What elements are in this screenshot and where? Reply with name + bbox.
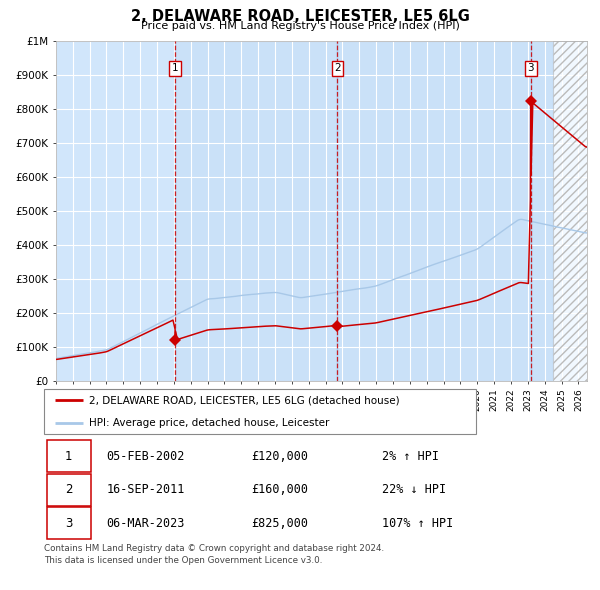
Text: 1: 1 xyxy=(172,64,179,73)
FancyBboxPatch shape xyxy=(47,474,91,506)
Text: HPI: Average price, detached house, Leicester: HPI: Average price, detached house, Leic… xyxy=(89,418,329,428)
Text: 3: 3 xyxy=(527,64,534,73)
Text: 2, DELAWARE ROAD, LEICESTER, LE5 6LG (detached house): 2, DELAWARE ROAD, LEICESTER, LE5 6LG (de… xyxy=(89,395,400,405)
Text: 2% ↑ HPI: 2% ↑ HPI xyxy=(382,450,439,463)
FancyBboxPatch shape xyxy=(47,507,91,539)
Text: 06-MAR-2023: 06-MAR-2023 xyxy=(107,517,185,530)
Text: 107% ↑ HPI: 107% ↑ HPI xyxy=(382,517,454,530)
Text: £120,000: £120,000 xyxy=(251,450,308,463)
Text: 2: 2 xyxy=(334,64,341,73)
FancyBboxPatch shape xyxy=(47,440,91,473)
Text: Contains HM Land Registry data © Crown copyright and database right 2024.
This d: Contains HM Land Registry data © Crown c… xyxy=(44,544,384,565)
FancyBboxPatch shape xyxy=(44,389,476,434)
Text: 2, DELAWARE ROAD, LEICESTER, LE5 6LG: 2, DELAWARE ROAD, LEICESTER, LE5 6LG xyxy=(131,9,469,24)
Bar xyxy=(337,41,530,381)
Text: Price paid vs. HM Land Registry's House Price Index (HPI): Price paid vs. HM Land Registry's House … xyxy=(140,21,460,31)
Bar xyxy=(175,41,337,381)
Text: 22% ↓ HPI: 22% ↓ HPI xyxy=(382,483,446,496)
Bar xyxy=(530,41,553,381)
Text: 16-SEP-2011: 16-SEP-2011 xyxy=(107,483,185,496)
Text: 3: 3 xyxy=(65,517,73,530)
Bar xyxy=(56,41,175,381)
Text: 2: 2 xyxy=(65,483,73,496)
Text: 1: 1 xyxy=(65,450,73,463)
Text: £160,000: £160,000 xyxy=(251,483,308,496)
Text: 05-FEB-2002: 05-FEB-2002 xyxy=(107,450,185,463)
Text: £825,000: £825,000 xyxy=(251,517,308,530)
